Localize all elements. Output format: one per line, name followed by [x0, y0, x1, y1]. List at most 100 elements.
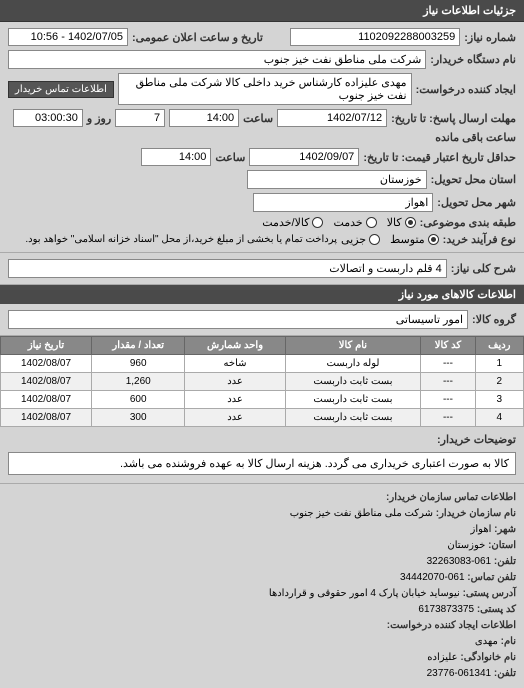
remain-value: 03:00:30: [13, 109, 83, 127]
province-field: خوزستان: [247, 170, 427, 189]
table-cell: 1402/08/07: [1, 355, 92, 373]
page-title: جزئیات اطلاعات نیاز: [423, 5, 516, 17]
radio-circle-icon: [428, 234, 439, 245]
col-date: تاریخ نیاز: [1, 337, 92, 355]
table-cell: 960: [91, 355, 184, 373]
c-postal-label: کد پستی:: [477, 604, 516, 615]
public-datetime-label: تاریخ و ساعت اعلان عمومی:: [132, 31, 263, 44]
table-cell: عدد: [185, 409, 285, 427]
radio-partial-label: جزیی: [341, 233, 366, 246]
radio-circle-icon: [312, 217, 323, 228]
remain-label: ساعت باقی مانده: [435, 131, 516, 144]
org-field: شرکت ملی مناطق نفت خیز جنوب: [8, 50, 426, 69]
subject-type-label: طبقه بندی موضوعی:: [420, 216, 516, 229]
c-family-label: نام خانوادگی:: [460, 652, 516, 663]
desc-field: 4 قلم داربست و اتصالات: [8, 259, 447, 278]
buyer-notes-label: توضیحات خریدار:: [437, 433, 516, 446]
table-cell: بست ثابت داربست: [285, 409, 421, 427]
goods-group-field: امور تاسیساتی: [8, 310, 468, 329]
c-city: اهواز: [471, 524, 492, 535]
table-cell: ---: [421, 391, 475, 409]
days-label: روز و: [87, 112, 111, 125]
goods-group-label: گروه کالا:: [472, 313, 516, 326]
contact-section: اطلاعات تماس سازمان خریدار: نام سازمان خ…: [0, 484, 524, 688]
c-name-label: نام:: [501, 636, 516, 647]
col-code: کد کالا: [421, 337, 475, 355]
table-row: 3---بست ثابت داربستعدد6001402/08/07: [1, 391, 524, 409]
table-cell: ---: [421, 355, 475, 373]
c-tel-label: تلفن:: [494, 668, 516, 679]
process-radio-group: متوسط جزیی: [341, 233, 439, 246]
deadline-send-label: مهلت ارسال پاسخ: تا تاریخ:: [391, 112, 516, 125]
table-cell: 4: [475, 409, 523, 427]
city-field: اهواز: [253, 193, 433, 212]
table-cell: 3: [475, 391, 523, 409]
c-org-label: نام سازمان خریدار:: [436, 508, 516, 519]
buyer-notes-box: کالا به صورت اعتباری خریداری می گردد. هز…: [8, 452, 516, 475]
c-address: نیوساید خیابان پارک 4 امور حقوقی و قرارد…: [269, 588, 460, 599]
page-header: جزئیات اطلاعات نیاز: [0, 0, 524, 22]
table-cell: لوله داربست: [285, 355, 421, 373]
table-cell: شاخه: [185, 355, 285, 373]
goods-header: اطلاعات کالاهای مورد نیاز: [0, 285, 524, 304]
radio-circle-icon: [369, 234, 380, 245]
province-label: استان محل تحویل:: [431, 173, 516, 186]
radio-service-label: خدمت: [333, 216, 362, 229]
col-unit: واحد شمارش: [185, 337, 285, 355]
table-row: 1---لوله داربستشاخه9601402/08/07: [1, 355, 524, 373]
validity-date: 1402/09/07: [249, 148, 359, 166]
table-row: 4---بست ثابت داربستعدد3001402/08/07: [1, 409, 524, 427]
c-city-label: شهر:: [494, 524, 516, 535]
org-label: نام دستگاه خریدار:: [430, 53, 516, 66]
public-datetime-field: 1402/07/05 - 10:56: [8, 28, 128, 46]
c-phone-label: تلفن:: [494, 556, 516, 567]
radio-circle-icon: [366, 217, 377, 228]
deadline-send-date: 1402/07/12: [277, 109, 387, 127]
table-cell: 2: [475, 373, 523, 391]
goods-table: ردیف کد کالا نام کالا واحد شمارش تعداد /…: [0, 336, 524, 427]
creator-header: اطلاعات ایجاد کننده درخواست:: [387, 620, 516, 631]
requester-label: ایجاد کننده درخواست:: [416, 83, 516, 96]
days-value: 7: [115, 109, 165, 127]
table-row: 2---بست ثابت داربستعدد1,2601402/08/07: [1, 373, 524, 391]
validity-time-label: ساعت: [215, 151, 245, 164]
process-label: نوع فرآیند خرید:: [443, 233, 516, 246]
radio-kala[interactable]: کالا: [387, 216, 416, 229]
c-family: علیزاده: [427, 652, 457, 663]
radio-partial[interactable]: جزیی: [341, 233, 380, 246]
process-note: پرداخت تمام یا بخشی از مبلغ خرید،از محل …: [25, 234, 337, 245]
table-cell: 1: [475, 355, 523, 373]
deadline-time-label: ساعت: [243, 112, 273, 125]
validity-label: حداقل تاریخ اعتبار قیمت: تا تاریخ:: [363, 151, 516, 164]
col-name: نام کالا: [285, 337, 421, 355]
request-number-field: 1102092288003259: [290, 28, 460, 46]
table-cell: 1,260: [91, 373, 184, 391]
table-cell: ---: [421, 409, 475, 427]
table-cell: بست ثابت داربست: [285, 391, 421, 409]
request-number-label: شماره نیاز:: [464, 31, 516, 44]
c-province-label: استان:: [488, 540, 516, 551]
c-phone: 061-32263083: [427, 556, 492, 567]
deadline-send-time: 14:00: [169, 109, 239, 127]
c-province: خوزستان: [447, 540, 485, 551]
table-cell: عدد: [185, 391, 285, 409]
radio-avg[interactable]: متوسط: [390, 233, 439, 246]
radio-both-label: کالا/خدمت: [262, 216, 309, 229]
col-qty: تعداد / مقدار: [91, 337, 184, 355]
radio-kala-label: کالا: [387, 216, 402, 229]
table-cell: 300: [91, 409, 184, 427]
contact-info-button[interactable]: اطلاعات تماس خریدار: [8, 81, 114, 98]
table-cell: بست ثابت داربست: [285, 373, 421, 391]
city-label: شهر محل تحویل:: [437, 196, 516, 209]
validity-time: 14:00: [141, 148, 211, 166]
table-cell: 1402/08/07: [1, 409, 92, 427]
subject-radio-group: کالا خدمت کالا/خدمت: [262, 216, 415, 229]
c-address-label: آدرس پستی:: [463, 588, 516, 599]
c-name: مهدی: [475, 636, 498, 647]
table-cell: 600: [91, 391, 184, 409]
c-fax-label: تلفن تماس:: [467, 572, 516, 583]
table-header-row: ردیف کد کالا نام کالا واحد شمارش تعداد /…: [1, 337, 524, 355]
radio-service[interactable]: خدمت: [333, 216, 376, 229]
radio-circle-icon: [405, 217, 416, 228]
radio-both[interactable]: کالا/خدمت: [262, 216, 323, 229]
